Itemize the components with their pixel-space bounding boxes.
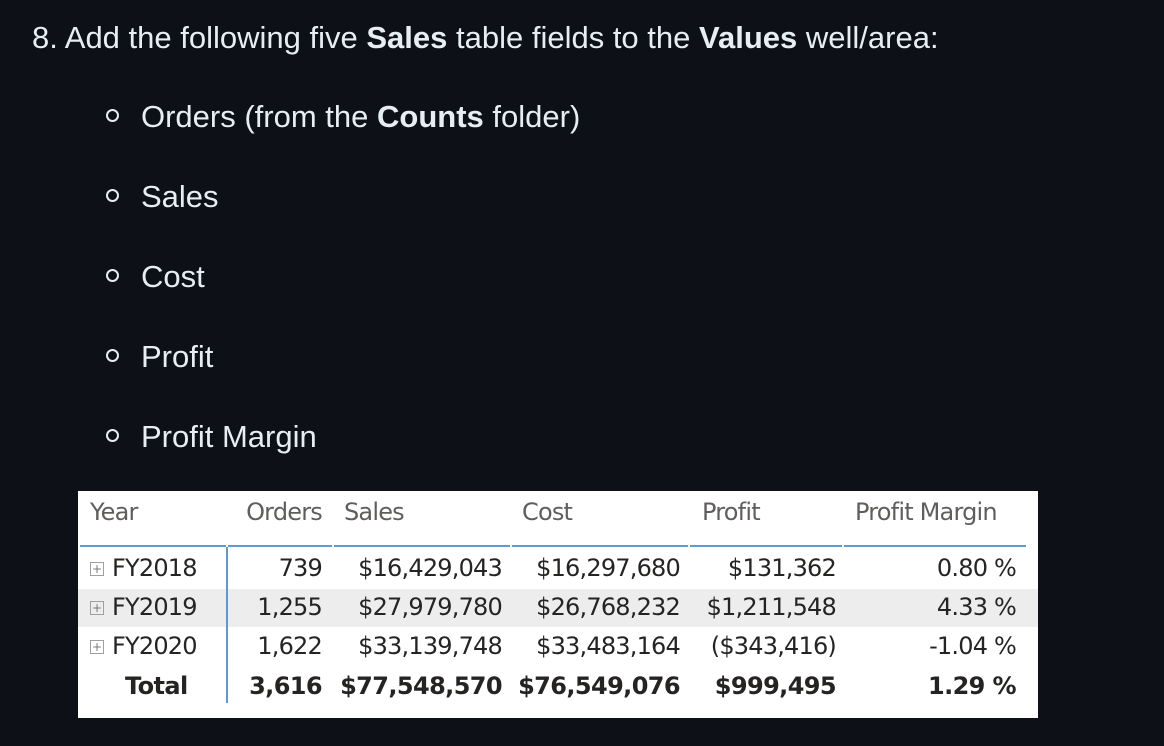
bullet-icon	[106, 429, 119, 443]
field-label: Cost	[141, 259, 205, 294]
list-item-profit-margin: Profit Margin	[106, 415, 317, 459]
column-header-orders[interactable]: Orders	[246, 498, 323, 526]
header-divider	[80, 545, 226, 547]
header-divider	[228, 545, 332, 547]
column-header-sales[interactable]: Sales	[344, 498, 405, 526]
bullet-icon	[106, 189, 119, 203]
cell-sales: $33,139,748	[358, 632, 503, 660]
bullet-icon	[106, 349, 119, 363]
list-item-orders: Orders (from the Counts folder)	[106, 95, 580, 139]
cell-profit: ($343,416)	[710, 632, 837, 660]
table-name: Sales	[366, 20, 448, 55]
cell-cost: $16,297,680	[536, 554, 681, 582]
row-header-fy2019: FY2019	[112, 593, 198, 621]
row-header-fy2018: FY2018	[112, 554, 198, 582]
cell-orders: 739	[278, 554, 323, 582]
header-divider	[844, 545, 1026, 547]
step-prefix: Add the following five	[64, 20, 358, 55]
row-header-fy2020: FY2020	[112, 632, 198, 660]
cell-orders: 1,622	[257, 632, 323, 660]
step-middle: table fields to the	[456, 20, 691, 55]
field-label: Profit	[141, 339, 214, 374]
row-header-total: Total	[125, 672, 188, 700]
total-profit: $999,495	[714, 672, 837, 700]
list-item-cost: Cost	[106, 255, 205, 299]
field-label: Sales	[141, 179, 219, 214]
column-header-profit[interactable]: Profit	[702, 498, 761, 526]
total-cost: $76,549,076	[518, 672, 681, 700]
step-number: 8.	[32, 20, 58, 55]
header-divider	[334, 545, 510, 547]
total-orders: 3,616	[249, 672, 323, 700]
step-suffix: well/area:	[805, 20, 939, 55]
list-item-profit: Profit	[106, 335, 213, 379]
expand-icon[interactable]: +	[90, 562, 104, 576]
cell-sales: $16,429,043	[358, 554, 503, 582]
step-instruction: 8. Add the following five Sales table fi…	[32, 16, 939, 60]
expand-icon[interactable]: +	[90, 640, 104, 654]
column-header-profit-margin[interactable]: Profit Margin	[855, 498, 998, 526]
header-divider	[690, 545, 842, 547]
field-label: Orders (from the	[141, 99, 369, 134]
cell-cost: $33,483,164	[536, 632, 681, 660]
list-item-sales: Sales	[106, 175, 219, 219]
cell-profit: $131,362	[727, 554, 837, 582]
cell-profit-margin: 0.80 %	[936, 554, 1017, 582]
field-label-suffix: folder)	[492, 99, 581, 134]
cell-sales: $27,979,780	[358, 593, 503, 621]
bullet-icon	[106, 109, 119, 123]
header-divider	[512, 545, 688, 547]
field-label: Profit Margin	[141, 419, 317, 454]
total-profit-margin: 1.29 %	[927, 672, 1017, 700]
expand-icon[interactable]: +	[90, 601, 104, 615]
column-header-cost[interactable]: Cost	[522, 498, 573, 526]
cell-profit-margin: -1.04 %	[929, 632, 1017, 660]
well-name: Values	[699, 20, 798, 55]
cell-cost: $26,768,232	[536, 593, 681, 621]
cell-profit: $1,211,548	[706, 593, 837, 621]
row-header-divider	[226, 547, 228, 703]
bullet-icon	[106, 269, 119, 283]
column-header-year[interactable]: Year	[90, 498, 138, 526]
matrix-visual: Year Orders Sales Cost Profit Profit Mar…	[78, 491, 1038, 718]
cell-orders: 1,255	[257, 593, 323, 621]
folder-name: Counts	[377, 99, 484, 134]
row-highlight	[78, 589, 1038, 627]
total-sales: $77,548,570	[340, 672, 503, 700]
cell-profit-margin: 4.33 %	[936, 593, 1017, 621]
